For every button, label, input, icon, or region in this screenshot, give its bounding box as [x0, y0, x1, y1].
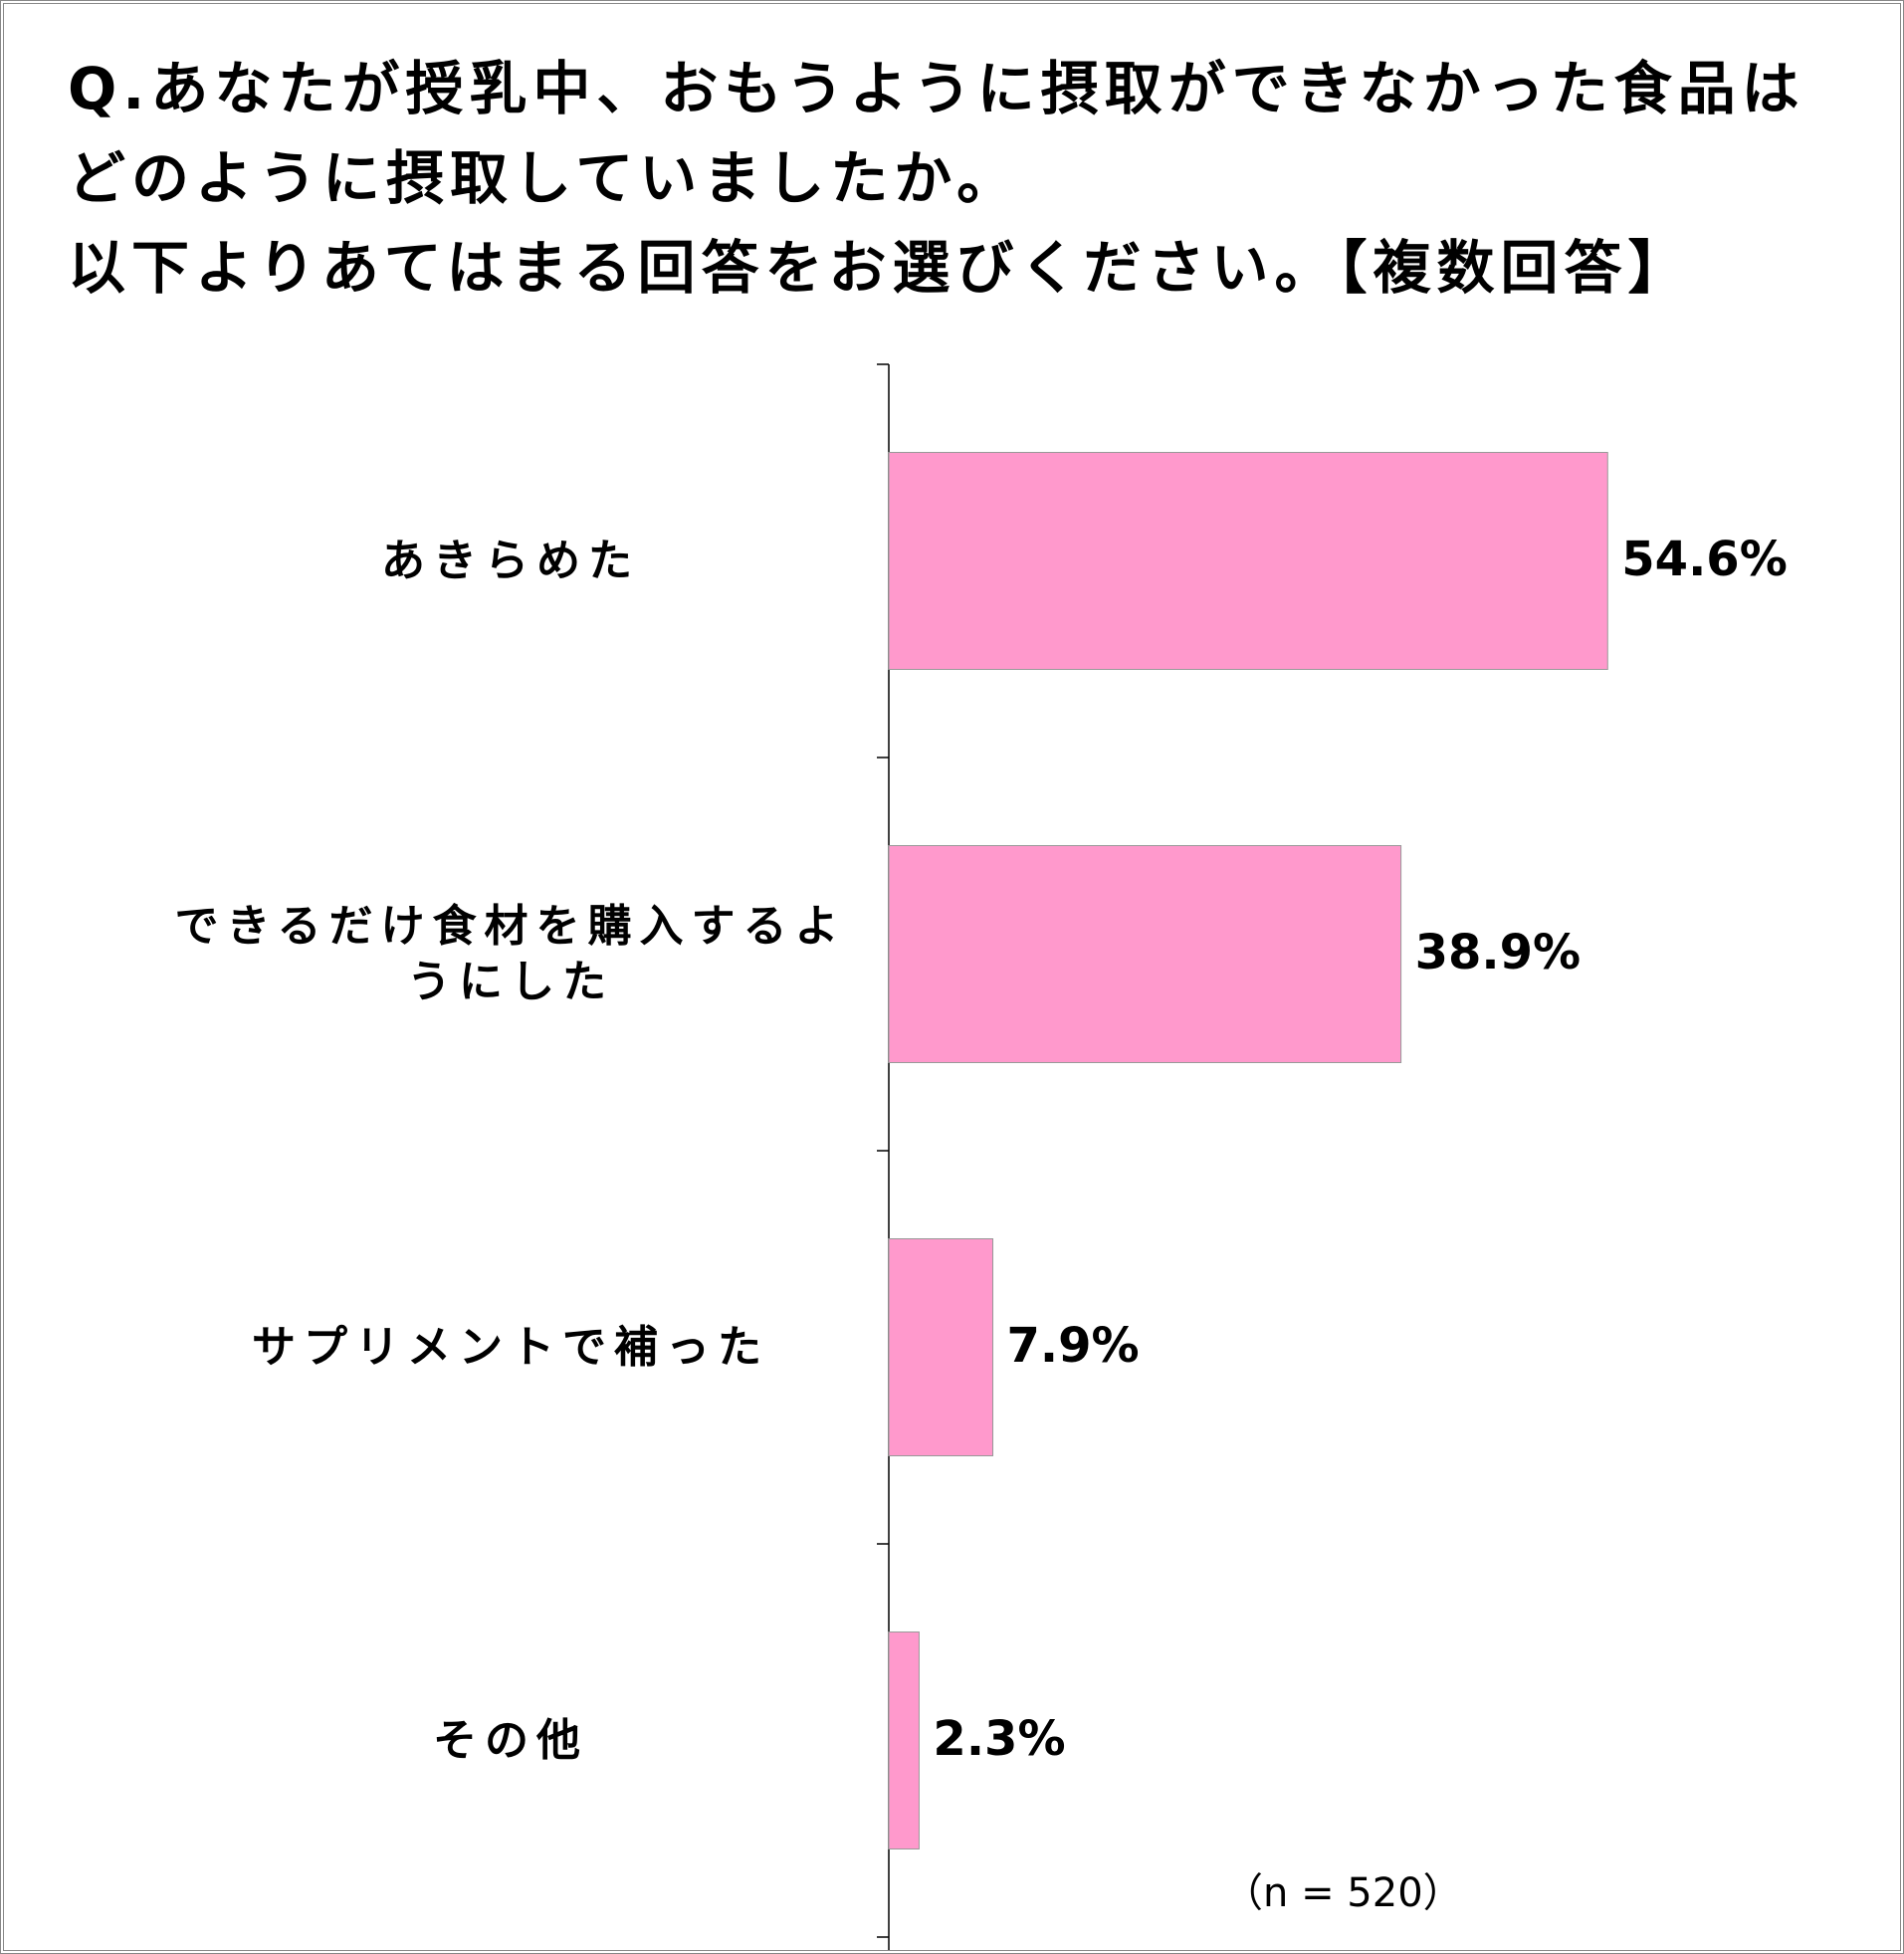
bar — [888, 1238, 994, 1456]
value-label: 38.9% — [1414, 924, 1582, 980]
bar — [888, 845, 1402, 1063]
y-tick-label: その他 — [433, 1714, 588, 1766]
sample-size-note: （n = 520） — [1223, 1870, 1463, 1916]
bar — [888, 1631, 920, 1849]
chart-title: どのように摂取していましたか。 — [68, 144, 1021, 212]
value-label: 54.6% — [1621, 531, 1788, 587]
y-tick-label: サプリメントで補った — [252, 1321, 769, 1373]
bar — [888, 452, 1608, 670]
y-tick-label: あきらめた — [381, 535, 640, 586]
chart-title: 以下よりあてはまる回答をお選びください。【複数回答】 — [68, 234, 1692, 302]
y-tick-label: できるだけ食材を購入するようにした — [174, 900, 847, 1007]
plot — [877, 363, 1608, 1950]
value-label: 7.9% — [1006, 1317, 1140, 1374]
chart-title: Q.あなたが授乳中、おもうように摂取ができなかった食品は — [68, 55, 1805, 122]
value-label: 2.3% — [933, 1710, 1066, 1767]
